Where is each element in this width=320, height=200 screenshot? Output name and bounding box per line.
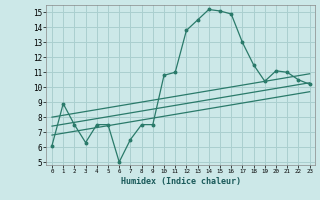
X-axis label: Humidex (Indice chaleur): Humidex (Indice chaleur) [121,177,241,186]
